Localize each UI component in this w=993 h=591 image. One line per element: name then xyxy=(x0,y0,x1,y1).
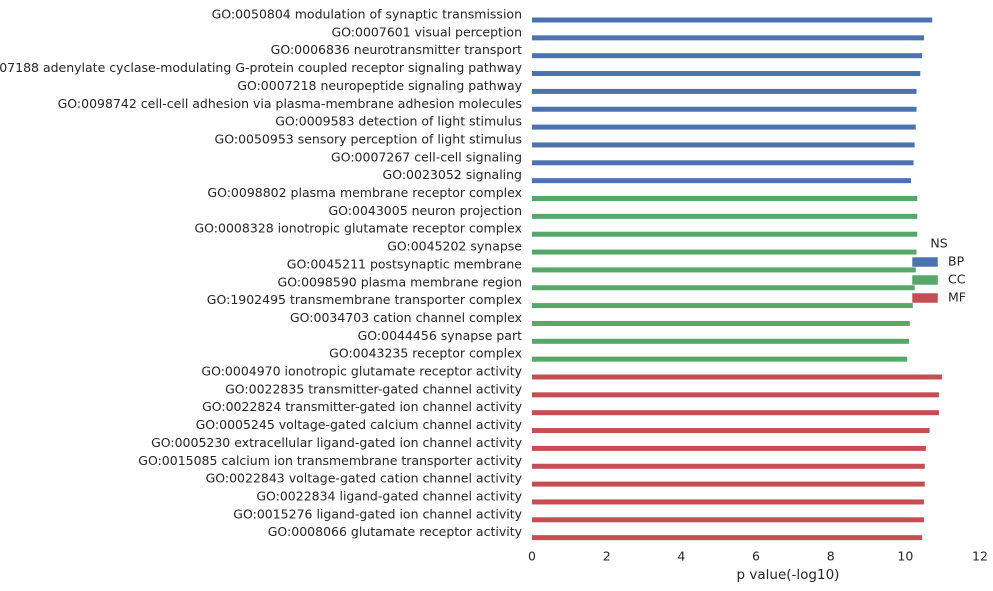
x-tick-label: 10 xyxy=(897,549,913,564)
bar-cc xyxy=(532,320,910,326)
x-axis-label: p value(-log10) xyxy=(737,567,840,583)
category-label: GO:0022835 transmitter-gated channel act… xyxy=(225,381,522,396)
bars-group xyxy=(532,17,942,541)
bar-mf xyxy=(532,410,939,416)
category-label: GO:0098590 plasma membrane region xyxy=(278,274,522,289)
category-label: GO:0015085 calcium ion transmembrane tra… xyxy=(138,453,522,468)
bar-bp xyxy=(532,106,917,112)
bar-bp xyxy=(532,35,924,41)
category-label: GO:0050953 sensory perception of light s… xyxy=(215,131,522,146)
legend-swatch-mf xyxy=(911,292,939,304)
bar-mf xyxy=(532,517,924,523)
category-label: GO:0006836 neurotransmitter transport xyxy=(271,42,522,57)
bar-cc xyxy=(532,303,913,309)
bar-mf xyxy=(532,428,930,434)
x-tick-label: 0 xyxy=(528,549,536,564)
category-label: GO:0007218 neuropeptide signaling pathwa… xyxy=(237,78,522,93)
bar-cc xyxy=(532,196,918,201)
x-tick-labels-group: 0 2 4 6 8 10 12 xyxy=(528,549,988,564)
category-label: GO:0015276 ligand-gated ion channel acti… xyxy=(233,506,522,521)
bar-mf xyxy=(532,463,925,469)
category-label: GO:0007188 adenylate cyclase-modulating … xyxy=(0,60,523,75)
category-labels-group: GO:0050804 modulation of synaptic transm… xyxy=(0,7,523,540)
x-tick-label: 6 xyxy=(752,549,760,564)
category-label: GO:0045202 synapse xyxy=(387,239,522,254)
legend-swatch-cc xyxy=(911,274,939,286)
category-label: GO:0008328 ionotropic glutamate receptor… xyxy=(195,221,523,236)
bar-cc xyxy=(532,249,917,255)
bar-mf xyxy=(532,374,942,380)
bar-cc xyxy=(532,338,910,344)
bar-bp xyxy=(532,142,915,148)
category-label: GO:0023052 signaling xyxy=(383,167,522,182)
bar-mf xyxy=(532,445,926,451)
legend-label-mf: MF xyxy=(948,290,966,305)
bar-cc xyxy=(532,213,918,219)
category-label: GO:0050804 modulation of synaptic transm… xyxy=(212,7,522,22)
category-label: GO:0022843 voltage-gated cation channel … xyxy=(206,471,523,486)
category-label: GO:0043005 neuron projection xyxy=(328,203,522,218)
category-label: GO:0034703 cation channel complex xyxy=(290,310,522,325)
category-label: GO:0098802 plasma membrane receptor comp… xyxy=(207,185,522,200)
legend-swatch-bp xyxy=(911,256,939,268)
bar-bp xyxy=(532,124,916,130)
bar-bp xyxy=(532,17,933,23)
category-label: GO:0007267 cell-cell signaling xyxy=(331,149,522,164)
x-tick-label: 12 xyxy=(972,549,988,564)
bar-bp xyxy=(532,71,921,77)
category-label: GO:0009583 detection of light stimulus xyxy=(275,114,522,129)
legend-title: NS xyxy=(930,236,947,251)
bar-bp xyxy=(532,178,911,184)
bar-cc xyxy=(532,285,915,291)
bar-mf xyxy=(532,535,923,541)
category-label: GO:0007601 visual perception xyxy=(331,24,522,39)
x-tick-label: 2 xyxy=(603,549,611,564)
category-label: GO:0004970 ionotropic glutamate receptor… xyxy=(201,364,522,379)
bar-cc xyxy=(532,356,908,362)
bar-mf xyxy=(532,499,924,505)
category-label: GO:0044456 synapse part xyxy=(358,328,522,343)
x-tick-label: 8 xyxy=(827,549,835,564)
legend-label-cc: CC xyxy=(948,272,966,287)
legend: NS BP CC MF xyxy=(911,236,966,305)
bar-mf xyxy=(532,392,939,398)
category-label: GO:0005245 voltage-gated calcium channel… xyxy=(196,417,523,432)
x-tick-label: 4 xyxy=(677,549,685,564)
category-label: GO:0045211 postsynaptic membrane xyxy=(287,256,523,271)
bar-bp xyxy=(532,88,917,94)
bar-bp xyxy=(532,53,923,59)
bar-cc xyxy=(532,231,918,237)
category-label: GO:0022834 ligand-gated channel activity xyxy=(256,488,522,503)
category-label: GO:0043235 receptor complex xyxy=(329,346,522,361)
bar-bp xyxy=(532,160,914,166)
category-label: GO:0005230 extracellular ligand-gated io… xyxy=(151,435,523,450)
category-label: GO:1902495 transmembrane transporter com… xyxy=(207,292,522,307)
category-label: GO:0008066 glutamate receptor activity xyxy=(268,524,523,539)
category-label: GO:0022824 transmitter-gated ion channel… xyxy=(202,399,523,414)
category-label: GO:0098742 cell-cell adhesion via plasma… xyxy=(58,96,522,111)
bar-mf xyxy=(532,481,925,487)
bar-cc xyxy=(532,267,916,273)
legend-label-bp: BP xyxy=(948,254,965,269)
